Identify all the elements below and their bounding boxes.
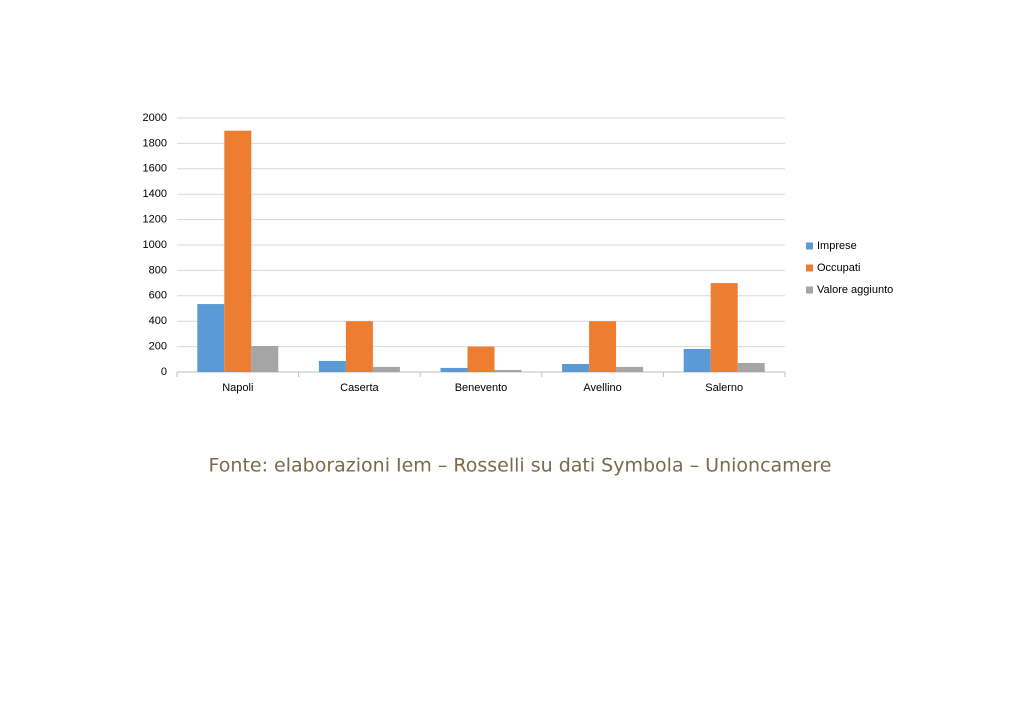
y-tick-label: 1800 — [143, 137, 167, 149]
legend-swatch — [806, 242, 813, 250]
bar — [251, 345, 279, 372]
source-note: Fonte: elaborazioni Iem – Rosselli su da… — [209, 455, 832, 477]
bar — [710, 283, 738, 372]
bar — [494, 369, 522, 372]
y-tick-label: 1600 — [143, 163, 167, 175]
legend-label: Imprese — [817, 240, 857, 252]
y-tick-label: 1400 — [143, 188, 167, 200]
bar — [318, 360, 346, 372]
x-tick-label: Salerno — [705, 382, 743, 394]
bar — [372, 366, 400, 372]
bar — [440, 367, 468, 372]
x-tick-label: Benevento — [455, 382, 508, 394]
bar — [224, 130, 252, 372]
x-tick-label: Avellino — [583, 382, 621, 394]
bar — [197, 304, 225, 372]
legend-label: Occupati — [817, 262, 860, 274]
y-tick-label: 0 — [161, 366, 167, 378]
y-tick-label: 400 — [149, 315, 167, 327]
bar — [467, 346, 495, 372]
bar — [589, 321, 617, 372]
x-tick-label: Caserta — [340, 382, 379, 394]
x-tick-label: Napoli — [222, 382, 253, 394]
bar — [616, 366, 644, 372]
y-tick-label: 600 — [149, 290, 167, 302]
legend-label: Valore aggiunto — [817, 284, 893, 296]
y-tick-label: 200 — [149, 341, 167, 353]
y-tick-label: 1200 — [143, 214, 167, 226]
bar — [345, 321, 373, 372]
legend-swatch — [806, 264, 813, 272]
bar — [562, 363, 590, 372]
y-tick-label: 2000 — [143, 112, 167, 124]
legend-swatch — [806, 286, 813, 294]
y-tick-label: 800 — [149, 264, 167, 276]
y-tick-label: 1000 — [143, 239, 167, 251]
bar — [683, 349, 711, 372]
bar — [737, 362, 765, 372]
